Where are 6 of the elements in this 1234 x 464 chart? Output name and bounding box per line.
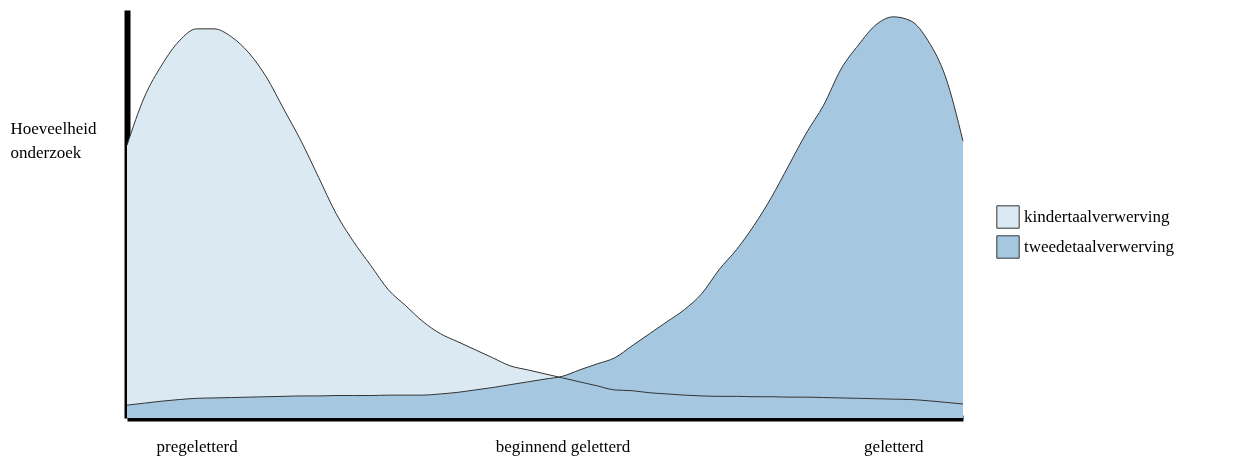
x-tick-label: beginnend geletterd <box>495 436 631 456</box>
y-axis-title: Hoeveelheid onderzoek <box>10 118 97 162</box>
x-tick-label: pregeletterd <box>156 436 239 456</box>
x-tick-label: geletterd <box>864 436 925 456</box>
legend-label: tweedetaalverwerving <box>1024 237 1175 256</box>
legend-label: kindertaalverwerving <box>1024 207 1170 226</box>
